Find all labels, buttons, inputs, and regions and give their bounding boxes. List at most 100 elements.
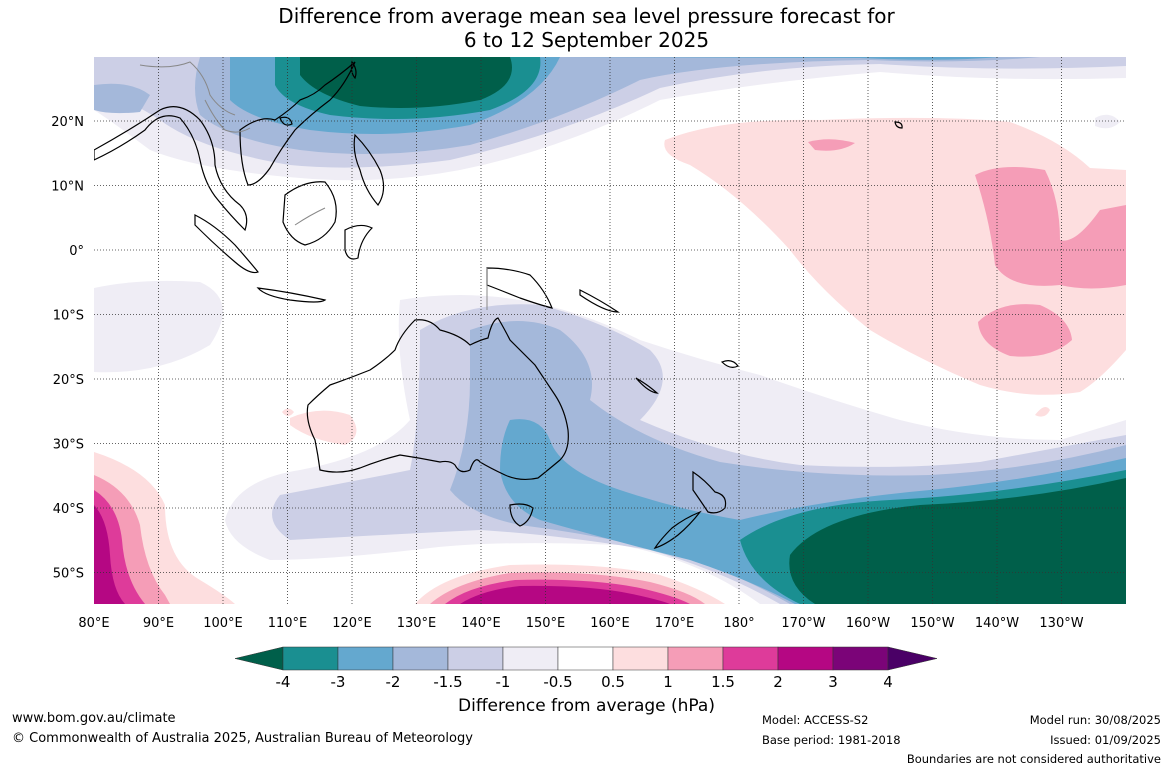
lon-label: 170°E [655, 616, 695, 631]
map-title: Difference from average mean sea level p… [0, 4, 1173, 52]
colorbar-tick-label: 0.5 [601, 673, 625, 691]
wa-anomaly-pink-2 [282, 408, 294, 416]
taiwan-coastline [350, 60, 357, 80]
lon-label: 120°E [332, 616, 372, 631]
base-period-text: Base period: 1981-2018 [762, 733, 901, 747]
australia-coastline [306, 317, 569, 481]
lon-label: 110°E [268, 616, 308, 631]
lat-label: 20°S [53, 373, 84, 388]
colorbar-title: Difference from average (hPa) [458, 696, 715, 716]
colorbar-bin [392, 646, 449, 671]
indochina-coastline [239, 61, 356, 186]
colorbar-tick-label: -1.5 [433, 673, 462, 691]
lat-label: 30°S [53, 438, 84, 453]
graticule [94, 57, 1126, 604]
s-anomaly-magenta [460, 585, 670, 604]
lat-label: 40°S [53, 502, 84, 517]
colorbar-tick-label: 1.5 [711, 673, 735, 691]
colorbar [234, 646, 938, 671]
copyright-text: © Commonwealth of Australia 2025, Austra… [12, 731, 473, 746]
sw-anomaly-magenta [94, 505, 125, 604]
lon-label: 100°E [203, 616, 243, 631]
pacific-anomaly-pink-2 [978, 304, 1072, 357]
java-coastline [256, 287, 327, 303]
colorbar-tick-label: -3 [331, 673, 346, 691]
colorbar-extend-high [887, 646, 938, 671]
pacific-anomaly-pink-south [1035, 406, 1050, 417]
colorbar-bin [777, 646, 834, 671]
north-anomaly-dark [300, 57, 512, 108]
far-ne-light [1095, 114, 1120, 129]
sumatra-coastline [194, 214, 259, 274]
colorbar-tick-label: -2 [386, 673, 401, 691]
lon-label: 130°E [397, 616, 437, 631]
colorbar-tick-label: -1 [496, 673, 511, 691]
colorbar-bin [282, 646, 339, 671]
disclaimer-text: Boundaries are not considered authoritat… [906, 752, 1161, 766]
lat-label: 50°S [53, 567, 84, 582]
colorbar-tick-label: 4 [883, 673, 893, 691]
lon-label: 130°W [1039, 616, 1083, 631]
colorbar-tick-label: 2 [773, 673, 783, 691]
colorbar-bin [337, 646, 394, 671]
latitude-labels: 20°N 10°N 0° 10°S 20°S 30°S 40°S 50°S [51, 115, 84, 582]
south-anomaly-light [94, 280, 223, 373]
title-line-1: Difference from average mean sea level p… [278, 4, 895, 28]
issued-text: Issued: 01/09/2025 [1050, 733, 1161, 747]
south-anomaly-dark [789, 478, 1126, 604]
new-caledonia-coastline [635, 377, 659, 394]
sulawesi-coastline [344, 224, 374, 260]
colorbar-tick-label: 1 [663, 673, 673, 691]
model-text: Model: ACCESS-S2 [762, 713, 869, 727]
colorbar-tick-label: -4 [276, 673, 291, 691]
lon-label: 170°W [781, 616, 825, 631]
lon-label: 180° [723, 616, 754, 631]
fiji-coastline [720, 360, 739, 368]
colorbar-bin [832, 646, 889, 671]
pacific-anomaly-pink-1 [975, 166, 1126, 289]
colorbar-tick-labels: -4 -3 -2 -1.5 -1 -0.5 0.5 1 1.5 2 3 4 [276, 673, 893, 691]
lat-label: 10°N [51, 180, 84, 195]
colorbar-bin [612, 646, 669, 671]
website-text: www.bom.gov.au/climate [12, 711, 176, 726]
colorbar-tick-label: 3 [828, 673, 838, 691]
longitude-labels: 80°E 90°E 100°E 110°E 120°E 130°E 140°E 150°E 16… [78, 616, 1083, 631]
asia-border-2 [204, 99, 251, 133]
north-anomaly-steel-west [94, 83, 150, 114]
hainan-coastline [279, 116, 293, 126]
hawaii-coastline [894, 121, 903, 129]
png-coastline [486, 267, 553, 309]
colorbar-bin [667, 646, 724, 671]
lon-label: 80°E [78, 616, 109, 631]
lon-label: 140°W [975, 616, 1019, 631]
lon-label: 160°W [846, 616, 890, 631]
colorbar-extend-low [234, 646, 284, 671]
colorbar-bin [502, 646, 559, 671]
asia-border-1 [139, 61, 236, 116]
colorbar-bin [722, 646, 779, 671]
lat-label: 0° [69, 244, 84, 259]
colorbar-bin [447, 646, 504, 671]
philippines-coastline [353, 133, 385, 206]
model-run-text: Model run: 30/08/2025 [1029, 713, 1161, 727]
asia-coastline [94, 106, 248, 232]
pacific-anomaly-pink-3 [808, 139, 855, 151]
colorbar-bin [557, 646, 614, 671]
lon-label: 150°W [910, 616, 954, 631]
lon-label: 140°E [461, 616, 501, 631]
lat-label: 10°S [53, 309, 84, 324]
borneo-border [294, 207, 326, 226]
solomon-coastline [579, 289, 620, 313]
country-borders [139, 61, 488, 310]
lon-label: 160°E [590, 616, 630, 631]
tasmania-coastline [509, 503, 534, 527]
colorbar-tick-label: -0.5 [543, 673, 572, 691]
lat-label: 20°N [51, 115, 84, 130]
lon-label: 90°E [143, 616, 174, 631]
coastlines [94, 60, 903, 550]
title-line-2: 6 to 12 September 2025 [463, 28, 710, 52]
nz-south-coastline [653, 510, 702, 550]
wa-anomaly-pink [290, 410, 357, 445]
borneo-coastline [282, 181, 337, 246]
